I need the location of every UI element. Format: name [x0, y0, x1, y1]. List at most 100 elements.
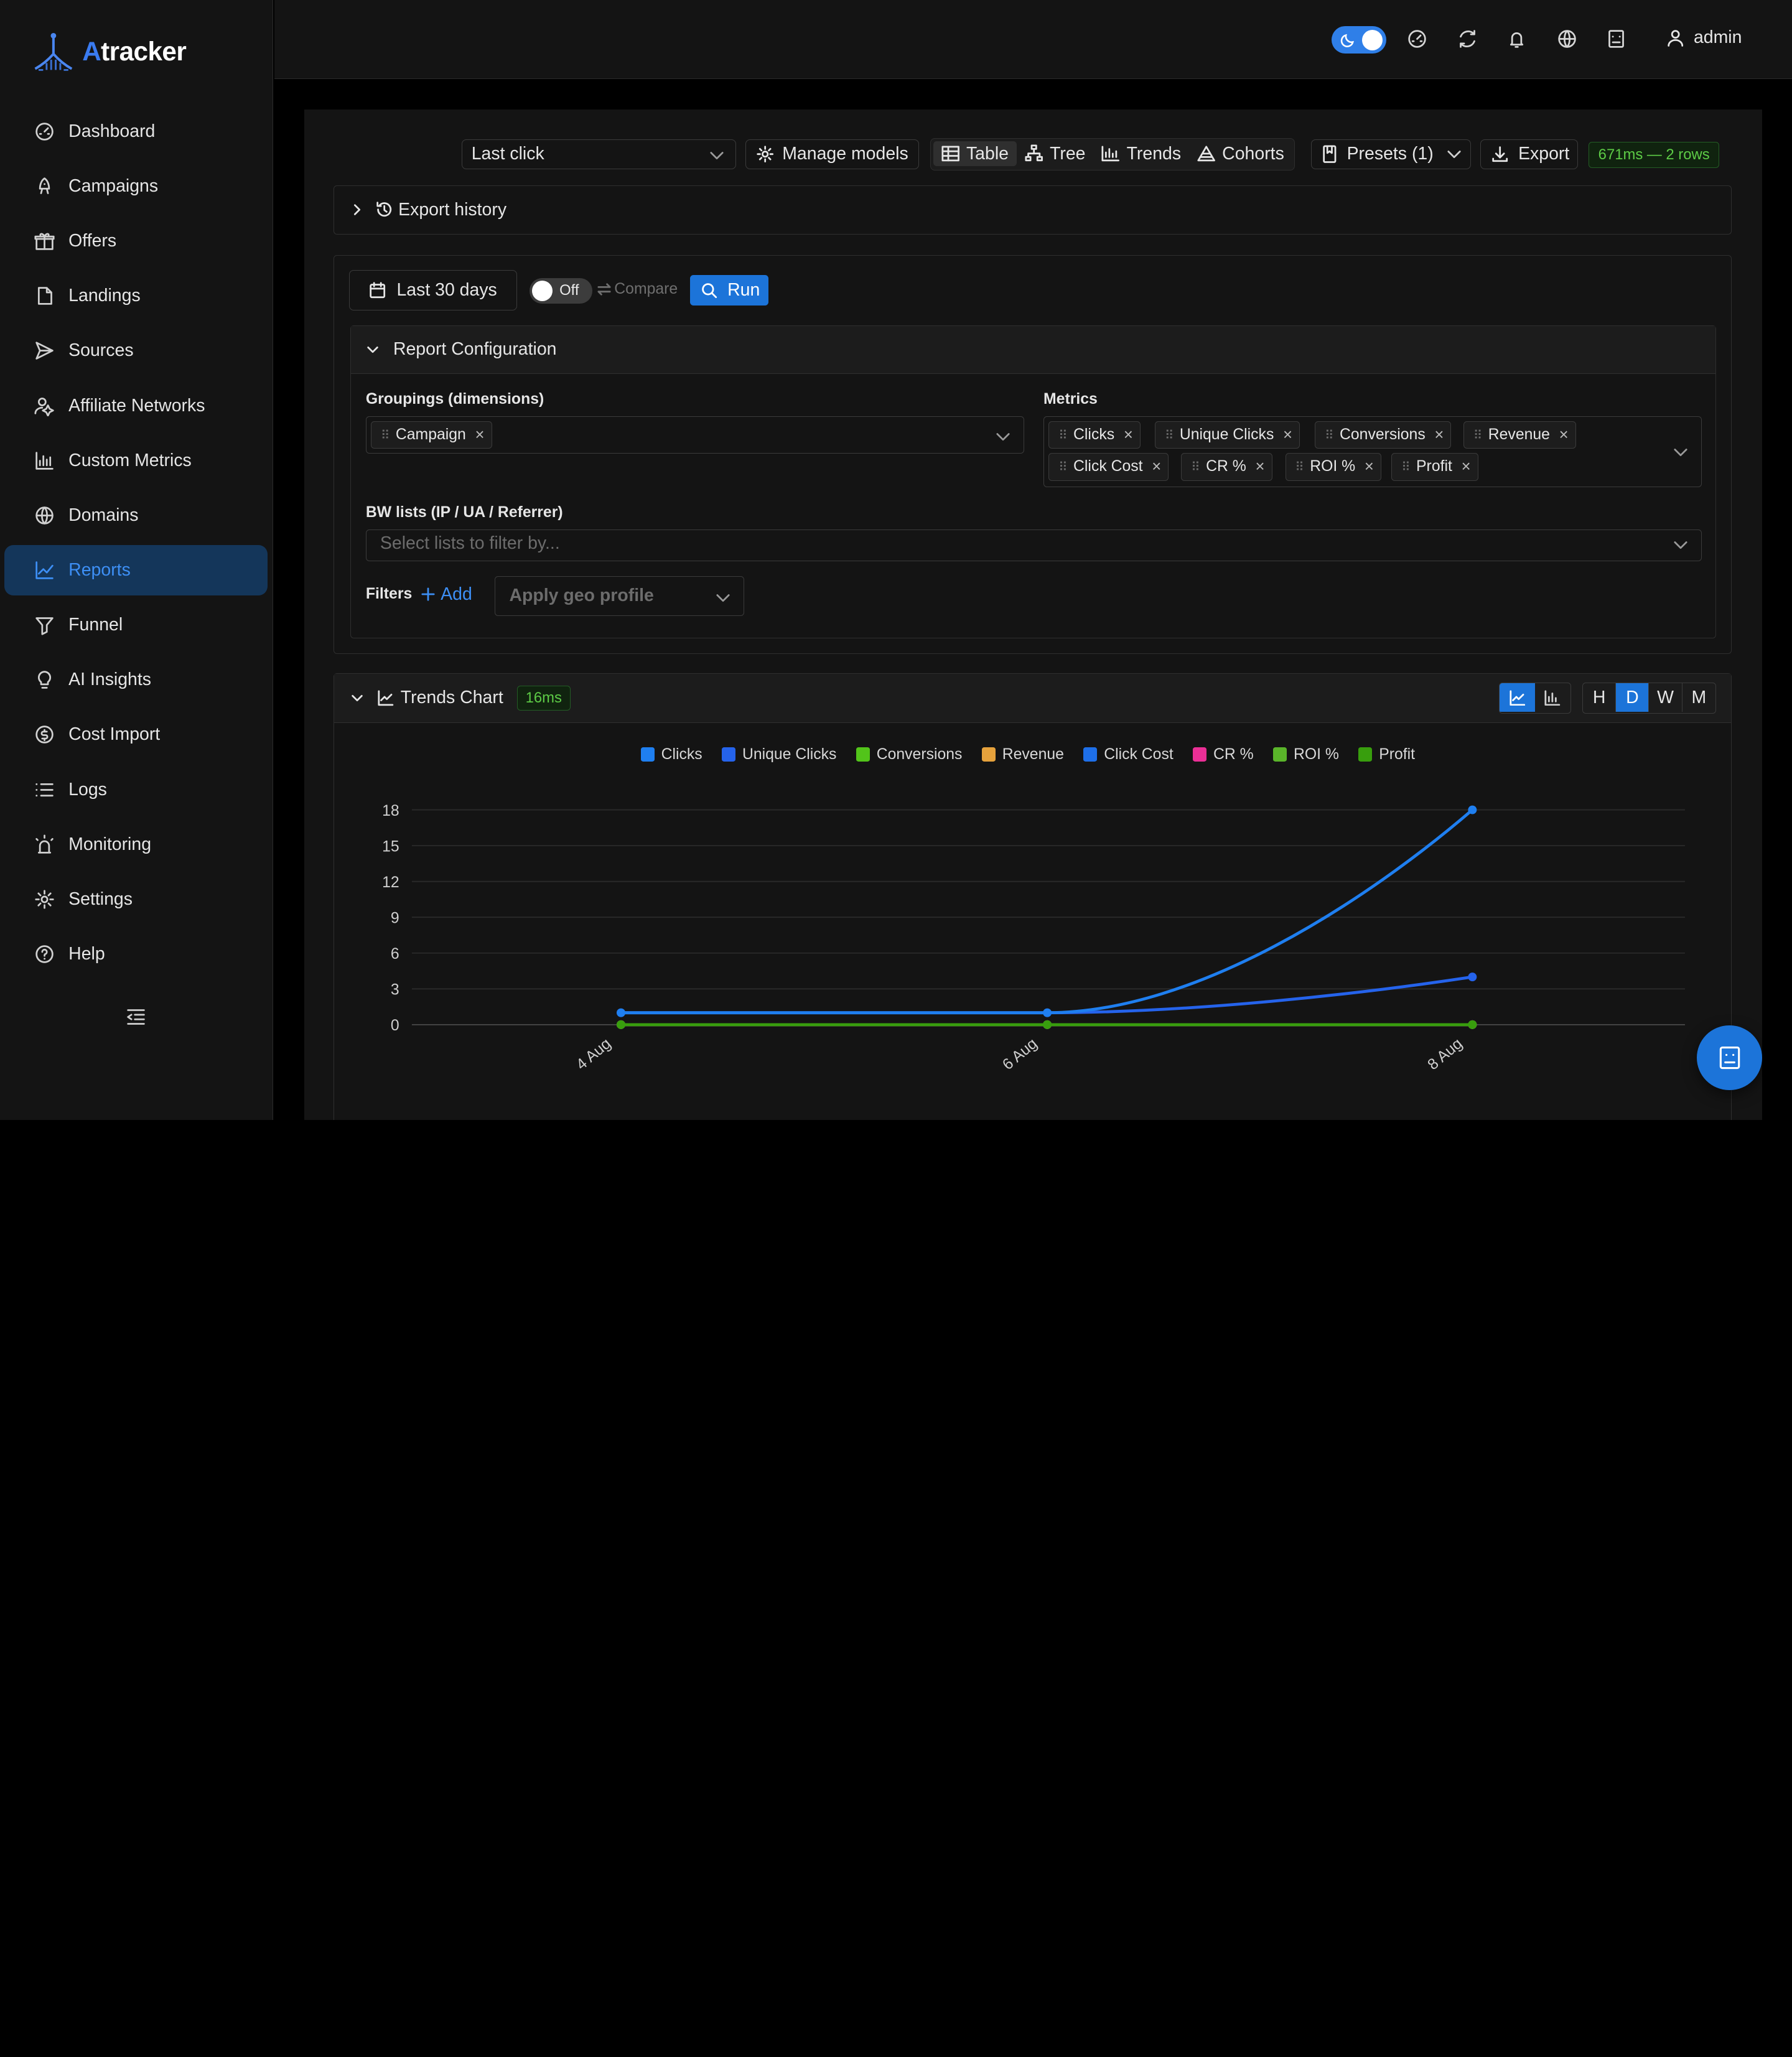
drag-handle-icon[interactable]: ⠿ — [1325, 428, 1334, 442]
legend-label: Profit — [1379, 745, 1416, 763]
groupings-select[interactable]: ⠿ Campaign × — [365, 416, 1024, 454]
metrics-select[interactable]: ⠿ Clicks × ⠿ Unique Clicks × ⠿ Conversions × ⠿ Rev… — [1043, 416, 1702, 487]
granularity-w-button[interactable]: W — [1649, 683, 1682, 712]
dashboard-gauge-icon[interactable] — [1407, 29, 1427, 49]
sidebar-item-domains[interactable]: Domains — [4, 490, 267, 541]
sidebar-item-label: Campaigns — [68, 175, 159, 196]
remove-tag-icon[interactable]: × — [1123, 426, 1133, 444]
remove-tag-icon[interactable]: × — [475, 426, 485, 444]
legend-item[interactable]: ROI % — [1272, 746, 1339, 763]
chevron-down-icon — [996, 431, 1010, 442]
legend-item[interactable]: Conversions — [856, 746, 962, 763]
compare-switch[interactable]: Off — [530, 278, 593, 304]
assistant-fab-button[interactable] — [1697, 1025, 1763, 1091]
sidebar-item-monitoring[interactable]: Monitoring — [4, 819, 267, 870]
chevron-right-icon — [350, 203, 364, 217]
sidebar-item-landings[interactable]: Landings — [4, 271, 267, 321]
bw-lists-select[interactable]: Select lists to filter by... — [365, 529, 1702, 561]
sidebar-item-cost-import[interactable]: Cost Import — [4, 710, 267, 760]
remove-tag-icon[interactable]: × — [1283, 426, 1293, 444]
drag-handle-icon[interactable]: ⠿ — [1473, 428, 1483, 442]
legend-item[interactable]: CR % — [1192, 746, 1254, 763]
x-tick-label: 8 Aug — [1425, 1035, 1466, 1073]
remove-tag-icon[interactable]: × — [1461, 457, 1471, 475]
collapse-sidebar-icon[interactable] — [126, 1007, 146, 1027]
logo[interactable]: Atracker — [32, 31, 187, 72]
chevron-down-icon — [366, 343, 380, 357]
data-point — [1468, 805, 1477, 814]
legend-item[interactable]: Clicks — [640, 746, 702, 763]
bell-icon[interactable] — [1506, 29, 1527, 49]
export-button[interactable]: Export — [1480, 139, 1579, 169]
geo-profile-select[interactable]: Apply geo profile — [495, 576, 744, 617]
trends-title-text: Trends Chart — [400, 688, 503, 708]
legend-item[interactable]: Profit — [1358, 746, 1415, 763]
legend-item[interactable]: Unique Clicks — [721, 746, 836, 763]
sidebar-item-label: Affiliate Networks — [68, 395, 205, 416]
remove-tag-icon[interactable]: × — [1434, 426, 1444, 444]
drag-handle-icon[interactable]: ⠿ — [1191, 460, 1200, 474]
bar-chart-button[interactable] — [1535, 683, 1570, 712]
sidebar-item-logs[interactable]: Logs — [4, 765, 267, 815]
legend-item[interactable]: Revenue — [981, 746, 1064, 763]
refresh-icon[interactable] — [1457, 29, 1478, 49]
sidebar-item-affiliate-networks[interactable]: Affiliate Networks — [4, 381, 267, 431]
chevron-down-icon — [716, 592, 730, 603]
drag-handle-icon[interactable]: ⠿ — [1164, 428, 1174, 442]
remove-tag-icon[interactable]: × — [1364, 457, 1374, 475]
drag-handle-icon[interactable]: ⠿ — [1401, 460, 1411, 474]
granularity-d-button[interactable]: D — [1616, 683, 1650, 712]
bar-chart-icon — [1101, 146, 1120, 162]
manage-models-button[interactable]: Manage models — [745, 139, 919, 169]
sidebar-item-funnel[interactable]: Funnel — [4, 600, 267, 650]
granularity-h-button[interactable]: H — [1583, 683, 1617, 712]
assistant-icon[interactable] — [1606, 29, 1626, 49]
remove-tag-icon[interactable]: × — [1559, 426, 1569, 444]
sidebar-item-custom-metrics[interactable]: Custom Metrics — [4, 436, 267, 486]
sidebar-item-campaigns[interactable]: Campaigns — [4, 161, 267, 212]
data-point — [1043, 1008, 1052, 1017]
sidebar-item-settings[interactable]: Settings — [4, 874, 267, 925]
drag-handle-icon[interactable]: ⠿ — [1058, 428, 1068, 442]
sidebar-item-reports[interactable]: Reports — [4, 545, 268, 595]
theme-toggle[interactable] — [1331, 26, 1386, 54]
user-menu[interactable]: admin — [1666, 27, 1742, 48]
sidebar-item-offers[interactable]: Offers — [4, 216, 267, 266]
presets-dropdown[interactable]: Presets (1) — [1310, 139, 1471, 169]
view-trends-label: Trends — [1126, 143, 1182, 164]
sidebar-item-ai-insights[interactable]: AI Insights — [4, 655, 267, 705]
legend-swatch — [1358, 747, 1373, 762]
campaigns-icon — [34, 176, 55, 197]
remove-tag-icon[interactable]: × — [1255, 457, 1265, 475]
user-icon — [1666, 29, 1684, 47]
date-range-picker[interactable]: Last 30 days — [349, 270, 518, 310]
remove-tag-icon[interactable]: × — [1152, 457, 1162, 475]
sidebar-item-help[interactable]: Help — [4, 929, 267, 979]
view-cohorts-button[interactable]: Cohorts — [1189, 141, 1292, 166]
series-line-unique-clicks — [621, 975, 1473, 1014]
gear-icon — [756, 145, 774, 163]
export-history-panel[interactable]: Export history — [334, 185, 1732, 235]
legend-swatch — [640, 747, 655, 762]
legend-item[interactable]: Click Cost — [1083, 746, 1174, 763]
run-label: Run — [727, 280, 760, 301]
run-button[interactable]: Run — [689, 274, 769, 306]
sidebar-item-label: Cost Import — [68, 724, 161, 745]
granularity-m-button[interactable]: M — [1691, 687, 1707, 707]
sidebar-item-sources[interactable]: Sources — [4, 325, 267, 376]
add-filter-button[interactable]: Add — [421, 584, 472, 605]
report-configuration-header[interactable]: Report Configuration — [351, 325, 1715, 374]
view-trends-button[interactable]: Trends — [1093, 141, 1189, 166]
drag-handle-icon[interactable]: ⠿ — [380, 428, 390, 442]
attribution-model-select[interactable]: Last click — [462, 139, 736, 169]
sidebar-item-dashboard[interactable]: Dashboard — [4, 106, 267, 157]
globe-icon[interactable] — [1557, 29, 1577, 49]
metric-tag: ⠿ Conversions × — [1315, 421, 1452, 449]
sidebar-item-label: Settings — [68, 889, 133, 909]
drag-handle-icon[interactable]: ⠿ — [1295, 460, 1304, 474]
line-chart-button[interactable] — [1499, 683, 1535, 712]
drag-handle-icon[interactable]: ⠿ — [1058, 460, 1068, 474]
view-table-button[interactable]: Table — [933, 141, 1017, 167]
view-tree-button[interactable]: Tree — [1017, 141, 1094, 166]
